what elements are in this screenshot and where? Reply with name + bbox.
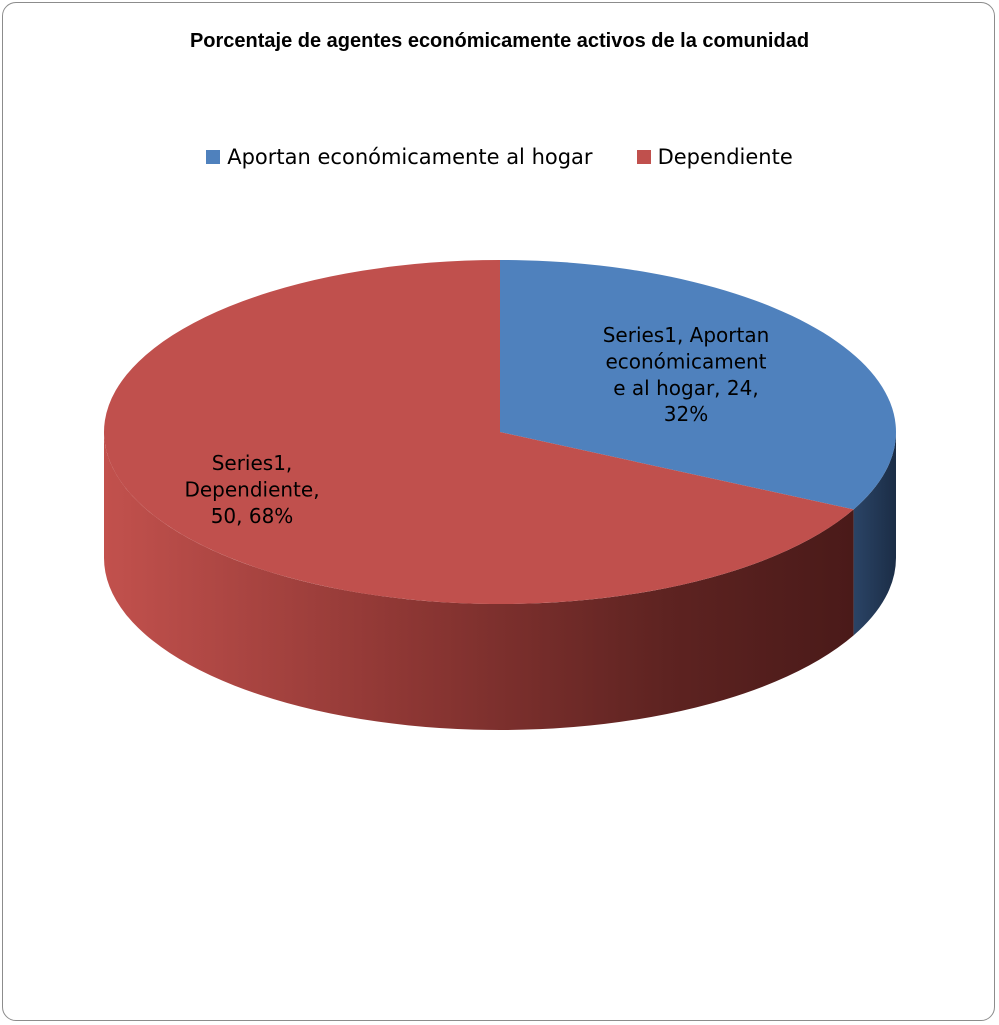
legend-label-dependiente: Dependiente [657, 145, 793, 169]
legend-item-aportan: Aportan económicamente al hogar [206, 145, 593, 169]
chart-title: Porcentaje de agentes económicamente act… [189, 30, 810, 52]
legend-item-dependiente: Dependiente [636, 145, 793, 169]
data-label-aportan-line: Series1, Aportan [603, 323, 770, 347]
data-label-dependiente: Series1, Dependiente, 50, 68% [184, 451, 319, 528]
pie-side-aportan [853, 432, 896, 636]
data-label-dependiente-line: Series1, [212, 451, 293, 475]
data-label-dependiente-line: 50, 68% [211, 504, 294, 528]
data-label-aportan: Series1, Aportan económicament e al hogar,… [603, 323, 770, 426]
legend-swatch-aportan [206, 150, 221, 164]
legend-label-aportan: Aportan económicamente al hogar [227, 145, 593, 169]
data-label-aportan-line: económicament [605, 349, 766, 373]
data-label-aportan-line: e al hogar, 24, [613, 376, 758, 400]
legend-swatch-dependiente [636, 150, 651, 164]
data-label-dependiente-line: Dependiente, [184, 477, 319, 501]
pie-slice-aportan [500, 260, 896, 510]
pie-slice-dependiente [104, 260, 854, 604]
legend: Aportan económicamente al hogar Dependie… [0, 145, 999, 169]
data-label-aportan-line: 32% [664, 402, 708, 426]
pie-side-dependiente [104, 432, 854, 730]
